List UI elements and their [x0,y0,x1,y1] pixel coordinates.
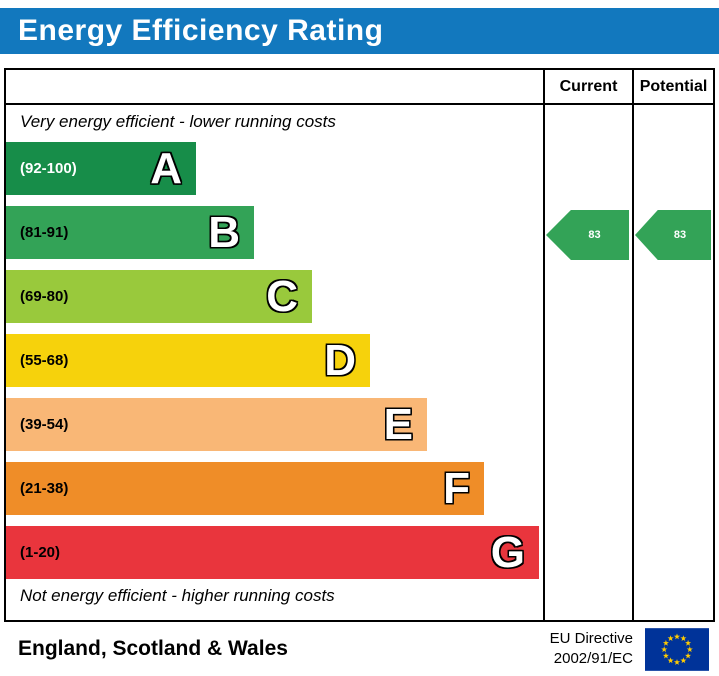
band-e: (39-54) E [6,398,427,451]
potential-rating-arrow: 83 [635,210,711,260]
band-range: (81-91) [20,224,69,241]
band-letter: F [443,463,470,513]
band-c: (69-80) C [6,270,312,323]
region-label: England, Scotland & Wales [18,637,288,660]
footer: England, Scotland & Wales EU Directive 2… [4,624,711,674]
band-letter: B [208,207,240,257]
band-range: (21-38) [20,480,69,497]
band-d: (55-68) D [6,334,370,387]
column-header-potential: Potential [639,77,708,95]
band-letter: G [490,527,525,577]
column-divider [543,70,545,620]
band-b: (81-91) B [6,206,254,259]
current-rating-arrow: 83 [546,210,629,260]
band-range: (92-100) [20,160,77,177]
eu-directive-line1: EU Directive [549,629,633,647]
column-header-row [6,70,713,105]
band-range: (39-54) [20,416,69,433]
band-letter: D [324,335,356,385]
column-divider [632,70,634,620]
eu-flag-stars [661,633,693,665]
current-rating-value: 83 [588,229,601,241]
band-g: (1-20) G [6,526,539,579]
title-bar: Energy Efficiency Rating [0,8,719,54]
band-letter: A [150,143,182,193]
eu-directive-line2: 2002/91/EC [553,650,633,667]
column-header-current: Current [559,77,618,95]
eu-flag-icon [645,627,709,671]
eu-directive-label: EU Directive 2002/91/EC [550,629,633,670]
band-letter: E [383,399,413,449]
band-a: (92-100) A [6,142,196,195]
band-letter: C [266,271,298,321]
page-title: Energy Efficiency Rating [18,14,384,47]
band-range: (55-68) [20,352,69,369]
band-range: (1-20) [20,544,61,561]
band-f: (21-38) F [6,462,484,515]
potential-rating-value: 83 [673,229,687,241]
band-range: (69-80) [20,288,69,305]
bottom-note: Not energy efficient - higher running co… [20,586,335,605]
chart-box: Current Potential Very energy efficient … [4,68,715,622]
top-note: Very energy efficient - lower running co… [20,112,336,131]
